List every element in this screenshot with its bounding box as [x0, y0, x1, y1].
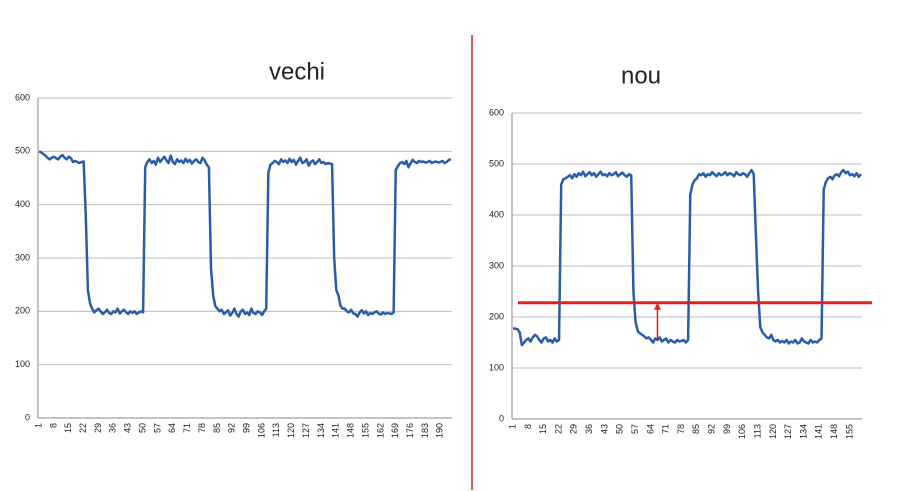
x-tick-label: 29 — [569, 424, 579, 434]
x-tick-label: 1 — [507, 424, 517, 429]
x-tick-label: 15 — [63, 423, 73, 433]
x-tick-label: 78 — [676, 424, 686, 434]
x-tick-label: 113 — [752, 424, 762, 438]
y-tick-label: 200 — [15, 306, 30, 316]
y-tick-label: 400 — [489, 209, 504, 219]
data-line — [38, 150, 452, 318]
x-tick-label: 92 — [227, 423, 237, 433]
chart-title: vechi — [269, 58, 325, 85]
x-tick-label: 29 — [93, 423, 103, 433]
x-tick-label: 50 — [615, 424, 625, 434]
x-tick-label: 50 — [137, 423, 147, 433]
y-tick-label: 300 — [15, 252, 30, 262]
x-tick-label: 162 — [375, 423, 385, 438]
x-tick-label: 155 — [360, 423, 370, 438]
x-tick-label: 120 — [768, 424, 778, 439]
y-tick-label: 200 — [489, 311, 504, 321]
y-tick-label: 0 — [25, 412, 30, 422]
x-tick-label: 64 — [645, 424, 655, 434]
y-tick-label: 0 — [499, 413, 504, 423]
x-tick-label: 43 — [123, 423, 133, 433]
arrow-head — [653, 302, 661, 310]
x-tick-label: 22 — [553, 424, 563, 434]
x-tick-label: 99 — [241, 423, 251, 433]
x-tick-label: 169 — [390, 423, 400, 438]
x-tick-label: 85 — [212, 423, 222, 433]
x-tick-label: 64 — [167, 423, 177, 433]
x-tick-label: 71 — [182, 423, 192, 433]
x-tick-label: 71 — [661, 424, 671, 434]
x-tick-label: 78 — [197, 423, 207, 433]
x-tick-label: 155 — [844, 424, 854, 439]
x-tick-label: 22 — [78, 423, 88, 433]
data-line — [512, 168, 862, 347]
x-tick-label: 106 — [737, 424, 747, 439]
x-tick-label: 190 — [435, 423, 445, 438]
x-tick-label: 134 — [798, 424, 808, 439]
chart-title: nou — [621, 62, 661, 89]
x-tick-label: 8 — [523, 424, 533, 429]
x-tick-label: 141 — [331, 423, 341, 438]
x-tick-label: 127 — [301, 423, 311, 438]
x-tick-label: 183 — [420, 423, 430, 438]
x-tick-label: 120 — [286, 423, 296, 438]
x-tick-label: 57 — [152, 423, 162, 433]
x-tick-label: 134 — [316, 423, 326, 438]
x-tick-label: 43 — [599, 424, 609, 434]
y-tick-label: 100 — [15, 359, 30, 369]
x-tick-label: 36 — [584, 424, 594, 434]
x-tick-label: 92 — [707, 424, 717, 434]
x-tick-label: 8 — [48, 423, 58, 428]
x-tick-label: 99 — [722, 424, 732, 434]
x-tick-label: 36 — [108, 423, 118, 433]
x-tick-label: 113 — [271, 423, 281, 437]
y-tick-label: 100 — [489, 362, 504, 372]
x-tick-label: 1 — [33, 423, 43, 428]
y-tick-label: 500 — [489, 158, 504, 168]
x-tick-label: 57 — [630, 424, 640, 434]
y-tick-label: 600 — [489, 107, 504, 117]
x-tick-label: 148 — [829, 424, 839, 439]
x-tick-label: 148 — [346, 423, 356, 438]
y-tick-label: 300 — [489, 260, 504, 270]
x-tick-label: 85 — [691, 424, 701, 434]
y-tick-label: 600 — [15, 92, 30, 102]
y-tick-label: 400 — [15, 199, 30, 209]
y-tick-label: 500 — [15, 146, 30, 156]
x-tick-label: 141 — [814, 424, 824, 439]
x-tick-label: 15 — [538, 424, 548, 434]
x-tick-label: 106 — [256, 423, 266, 438]
x-tick-label: 127 — [783, 424, 793, 439]
x-tick-label: 176 — [405, 423, 415, 438]
